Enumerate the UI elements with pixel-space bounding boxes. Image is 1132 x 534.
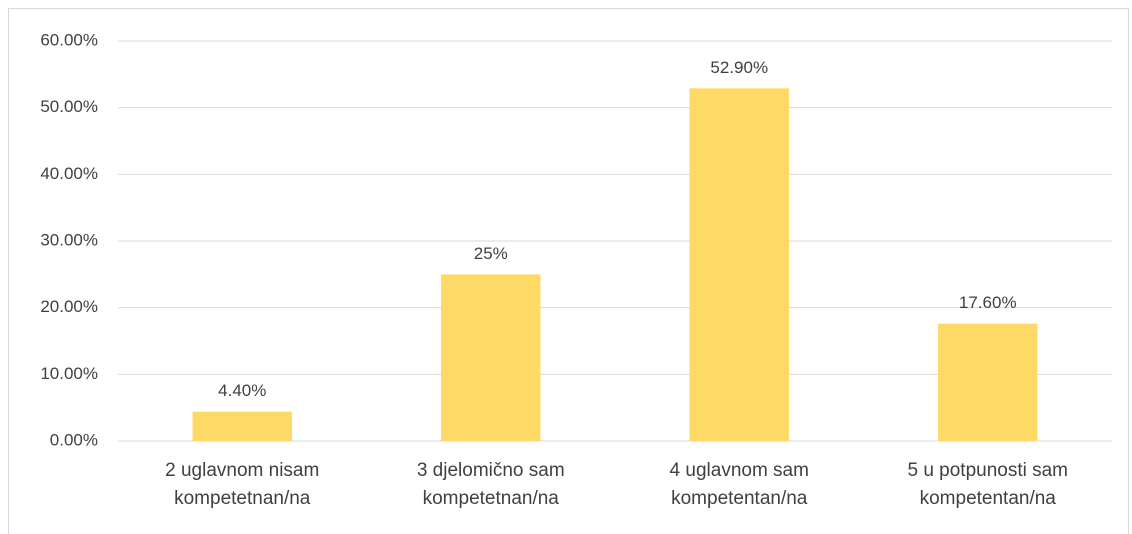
y-tick-label: 0.00% bbox=[50, 430, 98, 449]
chart-border bbox=[8, 8, 1129, 534]
y-tick-label: 60.00% bbox=[40, 30, 98, 49]
x-tick-label: 5 u potpunosti sam kompetentan/na bbox=[907, 460, 1069, 509]
bar bbox=[689, 88, 789, 441]
data-label: 17.60% bbox=[959, 293, 1017, 312]
bar bbox=[441, 274, 541, 441]
y-tick-label: 50.00% bbox=[40, 97, 98, 116]
y-tick-label: 10.00% bbox=[40, 364, 98, 383]
data-label: 25% bbox=[474, 244, 508, 263]
x-tick-label: 3 djelomično sam kompetetnan/na bbox=[416, 460, 565, 509]
y-tick-label: 30.00% bbox=[40, 230, 98, 249]
y-tick-label: 20.00% bbox=[40, 297, 98, 316]
x-tick-label: 4 uglavnom sam kompetentan/na bbox=[669, 460, 809, 509]
data-label: 52.90% bbox=[710, 58, 768, 77]
y-tick-label: 40.00% bbox=[40, 164, 98, 183]
bar bbox=[938, 323, 1038, 441]
bar bbox=[192, 411, 292, 441]
x-tick-label: 2 uglavnom nisam kompetetnan/na bbox=[165, 460, 320, 509]
data-label: 4.40% bbox=[218, 381, 266, 400]
